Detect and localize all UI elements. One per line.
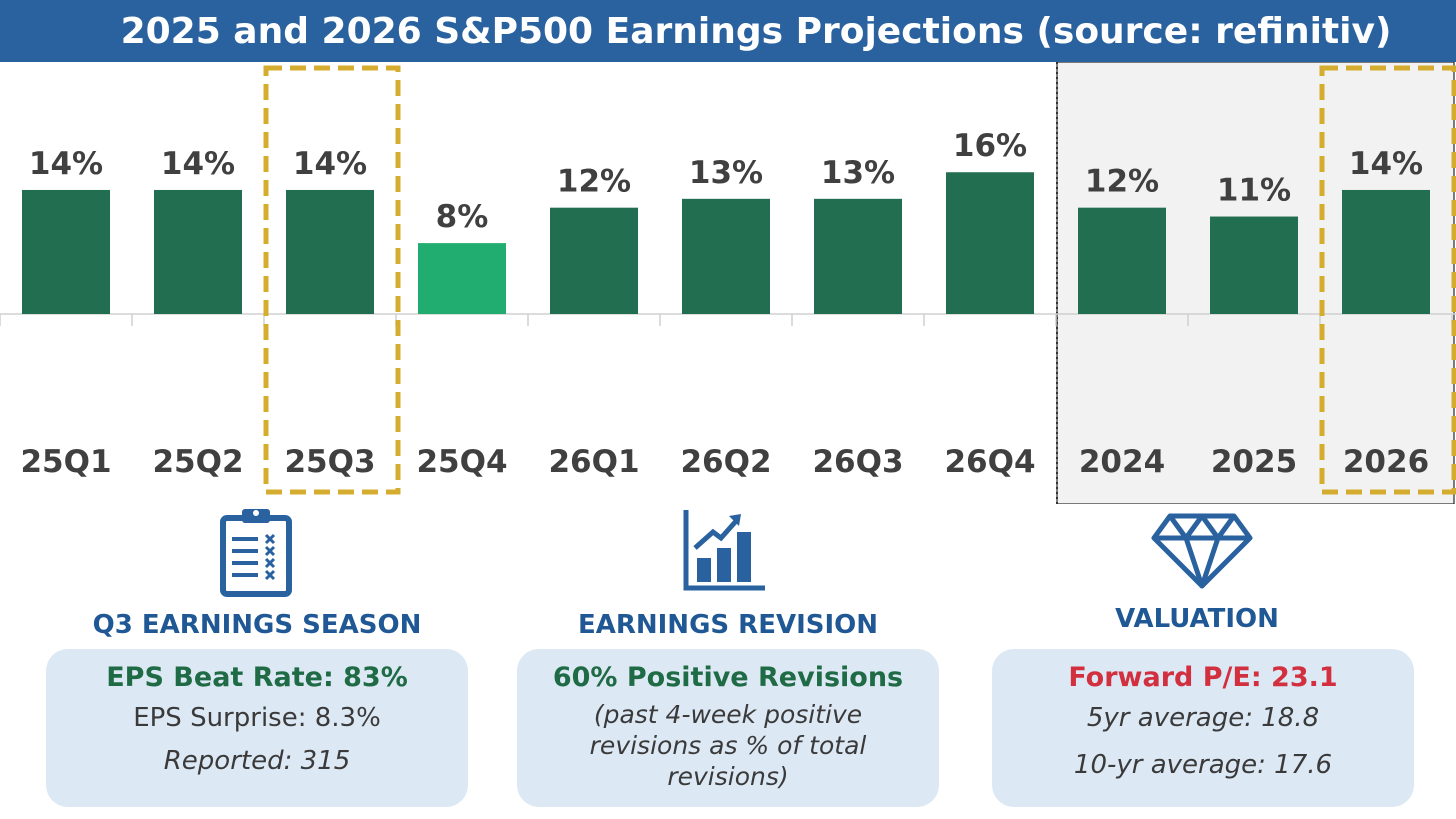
five-year-average: 5yr average: 18.8 bbox=[1086, 703, 1320, 733]
category-label-26Q2: 26Q2 bbox=[680, 444, 771, 480]
category-label-25Q3: 25Q3 bbox=[284, 444, 375, 480]
panel-heading-valuation: VALUATION bbox=[1115, 604, 1279, 634]
title-bar: 2025 and 2026 S&P500 Earnings Projection… bbox=[0, 0, 1456, 62]
bar-2025 bbox=[1210, 216, 1298, 314]
bar-2026 bbox=[1342, 189, 1430, 314]
category-label-2026: 2026 bbox=[1343, 444, 1429, 480]
earnings-season-card: EPS Beat Rate: 83% EPS Surprise: 8.3% Re… bbox=[46, 649, 468, 807]
bar-26Q3 bbox=[814, 198, 902, 314]
bar-26Q1 bbox=[550, 207, 638, 314]
eps-beat-rate: EPS Beat Rate: 83% bbox=[106, 662, 408, 693]
bar-26Q4 bbox=[946, 172, 1034, 314]
data-label-25Q1: 14% bbox=[29, 146, 103, 182]
bar-25Q4 bbox=[418, 243, 506, 314]
bar-25Q2 bbox=[154, 189, 242, 314]
earnings-growth-bar-chart: 14% 25Q1 14% 25Q2 14% 25Q3 8% 25Q4 12% 26Q1 13% 26Q… bbox=[0, 62, 1456, 504]
data-label-25Q4: 8% bbox=[436, 199, 489, 235]
reported-count: Reported: 315 bbox=[163, 746, 351, 776]
panel-heading-earnings-season: Q3 EARNINGS SEASON bbox=[92, 610, 422, 640]
category-label-2025: 2025 bbox=[1211, 444, 1297, 480]
category-label-26Q4: 26Q4 bbox=[944, 444, 1035, 480]
bar-25Q1 bbox=[22, 189, 110, 314]
panel-heading-earnings-revision: EARNINGS REVISION bbox=[577, 610, 879, 640]
diamond-icon bbox=[1151, 513, 1253, 589]
forward-pe: Forward P/E: 23.1 bbox=[1068, 662, 1338, 693]
data-label-26Q2: 13% bbox=[689, 155, 763, 191]
category-label-25Q1: 25Q1 bbox=[20, 444, 111, 480]
ten-year-average: 10-yr average: 17.6 bbox=[1073, 750, 1333, 780]
eps-surprise: EPS Surprise: 8.3% bbox=[133, 703, 381, 733]
category-label-25Q2: 25Q2 bbox=[152, 444, 243, 480]
category-label-26Q3: 26Q3 bbox=[812, 444, 903, 480]
category-label-2024: 2024 bbox=[1079, 444, 1165, 480]
data-label-2025: 11% bbox=[1217, 173, 1291, 209]
valuation-card: Forward P/E: 23.1 5yr average: 18.8 10-y… bbox=[992, 649, 1414, 807]
category-label-26Q1: 26Q1 bbox=[548, 444, 639, 480]
rising-bar-chart-icon bbox=[683, 510, 765, 591]
data-label-25Q3: 14% bbox=[293, 146, 367, 182]
revision-note: (past 4-week positive revisions as % of … bbox=[589, 700, 867, 791]
clipboard-checklist-icon bbox=[220, 509, 292, 597]
data-label-26Q1: 12% bbox=[557, 164, 631, 200]
bar-2024 bbox=[1078, 207, 1166, 314]
highlight-box-2026 bbox=[1319, 65, 1456, 495]
data-label-25Q2: 14% bbox=[161, 146, 235, 182]
data-label-2026: 14% bbox=[1349, 146, 1423, 182]
category-label-25Q4: 25Q4 bbox=[416, 444, 507, 480]
highlight-box-25Q3 bbox=[263, 65, 401, 495]
earnings-revision-card: 60% Positive Revisions (past 4-week posi… bbox=[517, 649, 939, 807]
data-label-26Q4: 16% bbox=[953, 128, 1027, 164]
data-label-2024: 12% bbox=[1085, 164, 1159, 200]
positive-revisions: 60% Positive Revisions bbox=[552, 662, 904, 693]
bar-26Q2 bbox=[682, 198, 770, 314]
data-label-26Q3: 13% bbox=[821, 155, 895, 191]
page-title: 2025 and 2026 S&P500 Earnings Projection… bbox=[120, 11, 1392, 52]
bar-25Q3 bbox=[286, 189, 374, 314]
